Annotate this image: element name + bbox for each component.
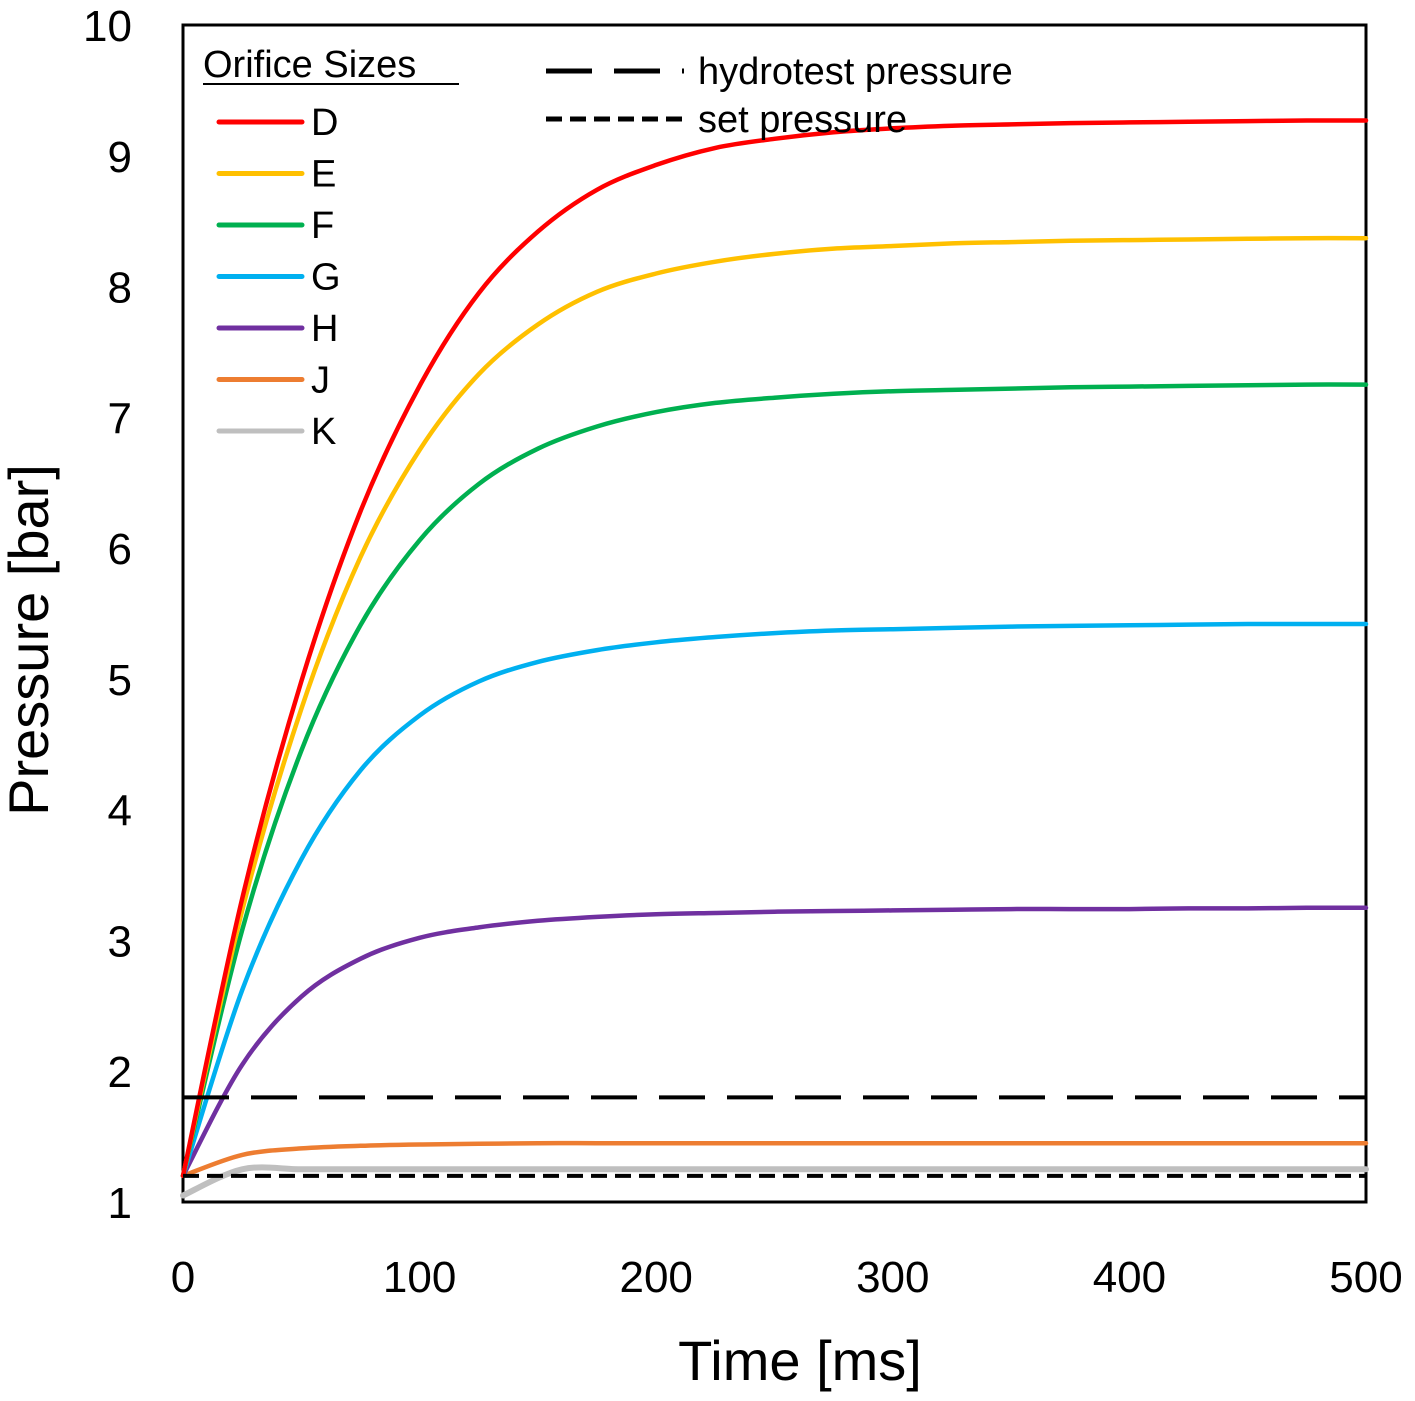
series-line-k bbox=[180, 1164, 1369, 1199]
y-axis-title: Pressure [bar] bbox=[0, 464, 60, 816]
y-tick-label: 1 bbox=[108, 1179, 132, 1228]
series-line-h bbox=[180, 905, 1369, 1179]
legend-label-f: F bbox=[311, 205, 334, 247]
legend-label-k: K bbox=[311, 411, 336, 453]
series-line-d bbox=[180, 118, 1369, 1179]
x-tick-label: 0 bbox=[171, 1253, 195, 1302]
legend-label-set-pressure: set pressure bbox=[698, 99, 907, 141]
x-axis-ticks: 0 100 200 300 400 500 bbox=[171, 1253, 1403, 1302]
plot-area-frame bbox=[181, 23, 1368, 1204]
legend-title: Orifice Sizes bbox=[203, 44, 416, 86]
legend-label-e: E bbox=[311, 154, 336, 196]
legend-label-d: D bbox=[311, 102, 338, 144]
x-axis-title: Time [ms] bbox=[678, 1329, 922, 1392]
reference-lines bbox=[183, 1095, 1366, 1178]
y-tick-label: 3 bbox=[108, 917, 132, 966]
series-line-f bbox=[180, 382, 1369, 1179]
y-axis-ticks: 1 2 3 4 5 6 7 8 9 10 bbox=[83, 2, 132, 1228]
legend-label-g: G bbox=[311, 257, 341, 299]
y-tick-label: 5 bbox=[108, 656, 132, 705]
y-tick-label: 7 bbox=[108, 394, 132, 443]
legend-label-j: J bbox=[311, 360, 330, 402]
y-tick-label: 2 bbox=[108, 1048, 132, 1097]
legend-label-h: H bbox=[311, 308, 338, 350]
y-tick-label: 10 bbox=[83, 2, 132, 51]
series-line-g bbox=[180, 621, 1369, 1179]
x-tick-label: 100 bbox=[383, 1253, 456, 1302]
y-tick-label: 8 bbox=[108, 264, 132, 313]
y-tick-label: 4 bbox=[108, 787, 132, 836]
series-line-j bbox=[180, 1140, 1369, 1179]
y-tick-label: 6 bbox=[108, 525, 132, 574]
x-tick-label: 300 bbox=[856, 1253, 929, 1302]
x-tick-label: 400 bbox=[1093, 1253, 1166, 1302]
x-tick-label: 200 bbox=[619, 1253, 692, 1302]
series-line-e bbox=[180, 235, 1369, 1179]
reference-legend: hydrotest pressure set pressure bbox=[546, 51, 1013, 141]
series-layer bbox=[180, 118, 1369, 1199]
y-tick-label: 9 bbox=[108, 133, 132, 182]
legend-label-hydrotest-pressure: hydrotest pressure bbox=[698, 51, 1013, 93]
x-tick-label: 500 bbox=[1329, 1253, 1402, 1302]
